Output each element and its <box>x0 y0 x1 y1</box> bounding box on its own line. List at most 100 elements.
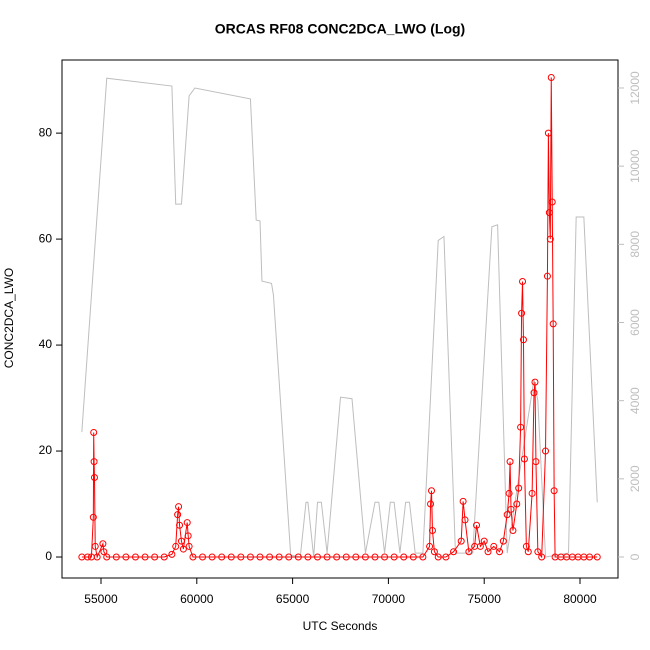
point <box>256 553 264 561</box>
point <box>465 548 473 556</box>
point <box>84 553 92 561</box>
point <box>550 487 558 495</box>
series-line <box>81 77 598 559</box>
point <box>426 542 434 550</box>
point <box>131 553 139 561</box>
point <box>593 553 601 561</box>
point <box>90 428 98 436</box>
point <box>546 235 554 243</box>
point <box>175 503 183 511</box>
x-tick-label: 80000 <box>563 592 597 606</box>
point <box>476 542 484 550</box>
point <box>90 474 98 482</box>
x-axis-label: UTC Seconds <box>303 619 378 633</box>
point <box>304 553 312 561</box>
point <box>409 553 417 561</box>
point <box>103 553 111 561</box>
point <box>179 545 187 553</box>
point <box>174 511 182 519</box>
y-tick-label: 80 <box>39 125 53 139</box>
point <box>544 129 552 137</box>
y2-tick-label: 0 <box>628 553 642 560</box>
point <box>176 521 184 529</box>
plot-box <box>61 59 619 579</box>
point <box>548 198 556 206</box>
point <box>218 553 226 561</box>
point <box>371 553 379 561</box>
point <box>461 516 469 524</box>
point <box>534 548 542 556</box>
point <box>524 548 532 556</box>
point <box>473 521 481 529</box>
point <box>505 489 513 497</box>
point <box>450 548 458 556</box>
point <box>503 511 511 519</box>
point <box>545 209 553 217</box>
point <box>507 505 515 513</box>
x-tick-label: 70000 <box>372 592 406 606</box>
y2-tick-label: 10000 <box>628 149 642 183</box>
y2-tick-label: 8000 <box>628 231 642 258</box>
point <box>160 553 168 561</box>
point <box>208 553 216 561</box>
x-tick-label: 60000 <box>180 592 214 606</box>
point <box>496 548 504 556</box>
point <box>532 458 540 466</box>
y2-tick-label: 2000 <box>628 465 642 492</box>
point <box>519 336 527 344</box>
point <box>543 272 551 280</box>
point <box>480 537 488 545</box>
point <box>484 548 492 556</box>
point <box>457 537 465 545</box>
point <box>520 455 528 463</box>
point <box>509 527 517 535</box>
point <box>323 553 331 561</box>
point <box>227 553 235 561</box>
y-tick-label: 20 <box>39 443 53 457</box>
point <box>189 553 197 561</box>
point <box>549 320 557 328</box>
point <box>99 540 107 548</box>
point <box>506 458 514 466</box>
y-tick-label: 0 <box>45 549 52 563</box>
point <box>515 484 523 492</box>
point <box>442 553 450 561</box>
point <box>177 537 185 545</box>
y2-tick-label: 6000 <box>628 309 642 336</box>
point <box>314 553 322 561</box>
y-tick-label: 60 <box>39 231 53 245</box>
point <box>93 553 101 561</box>
point <box>542 447 550 455</box>
point <box>459 497 467 505</box>
point <box>184 532 192 540</box>
point <box>419 553 427 561</box>
point <box>172 542 180 550</box>
point <box>333 553 341 561</box>
series-line <box>81 77 598 558</box>
point <box>586 553 594 561</box>
point <box>112 553 120 561</box>
point <box>90 458 98 466</box>
point <box>294 553 302 561</box>
point <box>342 553 350 561</box>
point <box>266 553 274 561</box>
point <box>381 553 389 561</box>
point <box>430 548 438 556</box>
point <box>275 553 283 561</box>
point <box>361 553 369 561</box>
point <box>517 423 525 431</box>
point <box>428 527 436 535</box>
point <box>352 553 360 561</box>
point <box>434 553 442 561</box>
point <box>100 548 108 556</box>
point <box>538 553 546 561</box>
point <box>141 553 149 561</box>
point <box>168 550 176 558</box>
point <box>427 500 435 508</box>
y-tick-label: 40 <box>39 337 53 351</box>
point <box>390 553 398 561</box>
point <box>199 553 207 561</box>
point <box>400 553 408 561</box>
y-axis-label: CONC2DCA_LWO <box>2 268 16 368</box>
